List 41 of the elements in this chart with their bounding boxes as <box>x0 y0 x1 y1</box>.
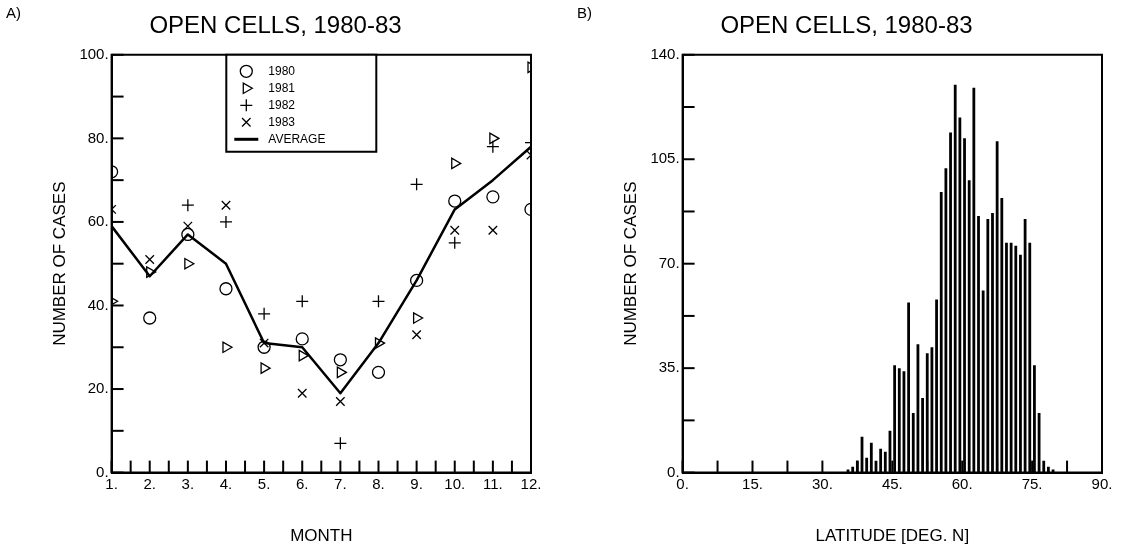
x-tick-label: 7. <box>334 474 347 492</box>
y-tick-label: 70. <box>658 253 680 271</box>
y-tick-label: 0. <box>667 462 680 480</box>
y-tick-label: 80. <box>87 128 109 146</box>
x-tick-label: 3. <box>181 474 195 492</box>
x-tick-label: 2. <box>143 474 156 492</box>
x-tick-label: 8. <box>372 474 385 492</box>
legend-label: 1981 <box>268 80 296 95</box>
x-tick-label: 90. <box>1091 474 1113 492</box>
y-tick-label: 105. <box>650 149 680 167</box>
chart-title: OPEN CELLS, 1980-83 <box>149 11 402 39</box>
y-tick-label: 35. <box>658 358 680 376</box>
text: B) <box>577 3 592 21</box>
text: A) <box>6 3 21 21</box>
x-tick-label: 15. <box>742 474 763 492</box>
x-tick-label: 10. <box>444 474 466 492</box>
x-tick-label: 4. <box>219 474 233 492</box>
x-tick-label: 11. <box>483 474 503 492</box>
x-axis-title: LATITUDE [DEG. N] <box>815 526 970 546</box>
x-tick-label: 30. <box>811 474 833 492</box>
x-tick-label: 45. <box>881 474 903 492</box>
x-tick-label: 5. <box>257 474 271 492</box>
x-tick-label: 60. <box>951 474 973 492</box>
legend-label: 1983 <box>268 114 296 129</box>
legend-label: 1982 <box>268 97 296 112</box>
x-tick-label: 12. <box>520 474 542 492</box>
y-tick-label: 0. <box>96 462 109 480</box>
y-tick-label: 140. <box>650 44 680 62</box>
legend-label: AVERAGE <box>268 131 326 146</box>
x-tick-label: 6. <box>295 474 309 492</box>
y-axis-title: NUMBER OF CASES <box>49 181 69 346</box>
x-axis-title: MONTH <box>290 526 353 546</box>
legend-label: 1980 <box>268 63 296 78</box>
x-tick-label: 75. <box>1021 474 1043 492</box>
x-tick-label: 9. <box>410 474 423 492</box>
y-tick-label: 100. <box>79 44 109 62</box>
y-tick-label: 40. <box>87 295 109 313</box>
chart-title: OPEN CELLS, 1980-83 <box>720 11 973 39</box>
y-tick-label: 60. <box>87 212 109 230</box>
y-tick-label: 20. <box>87 379 109 397</box>
y-axis-title: NUMBER OF CASES <box>620 181 640 346</box>
